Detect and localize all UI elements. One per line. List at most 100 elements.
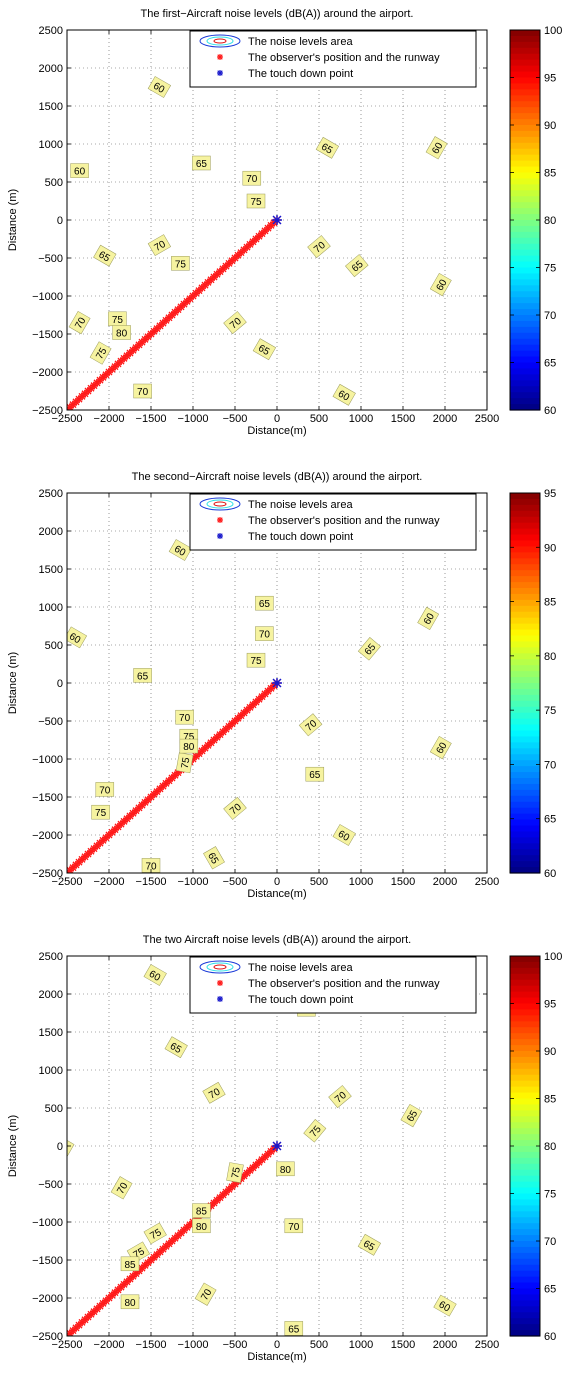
contour-label: 65 <box>133 668 152 683</box>
contour-label-text: 70 <box>73 315 88 331</box>
colorbar-swatch <box>510 831 540 838</box>
colorbar-swatch <box>510 1300 540 1307</box>
y-tick-label: 1500 <box>39 101 63 113</box>
colorbar-swatch <box>510 605 540 613</box>
colorbar-swatch <box>510 1122 540 1129</box>
colorbar-swatch <box>510 208 540 215</box>
colorbar-tick-label: 100 <box>544 25 562 37</box>
colorbar-swatch <box>510 47 540 55</box>
contour-label: 85 <box>120 1256 140 1272</box>
colorbar-swatch <box>510 1151 540 1159</box>
colorbar-swatch <box>510 730 540 738</box>
x-tick-label: 500 <box>310 1339 328 1351</box>
legend-sample-area <box>199 34 241 48</box>
contour-label-text: 60 <box>151 81 167 96</box>
colorbar-swatch <box>510 1306 540 1313</box>
contour-label: 70 <box>95 782 115 797</box>
y-tick-label: −500 <box>38 716 63 728</box>
colorbar-swatch <box>510 1258 540 1266</box>
colorbar-swatch <box>510 1128 540 1135</box>
contour-label: 80 <box>276 1161 295 1177</box>
y-tick-label: 1000 <box>39 1065 63 1077</box>
contour-label-text: 65 <box>196 159 208 170</box>
colorbar-swatch <box>510 1217 540 1224</box>
colorbar-swatch <box>510 540 540 548</box>
contour-label: 65 <box>164 1036 188 1059</box>
colorbar-swatch <box>510 825 540 833</box>
x-tick-label: 500 <box>310 876 328 888</box>
contour-label-text: 60 <box>147 969 163 984</box>
contour-label: 65 <box>192 155 211 171</box>
colorbar-swatch <box>510 83 540 90</box>
colorbar-swatch <box>510 1045 540 1052</box>
colorbar-swatch <box>510 665 540 672</box>
colorbar-swatch <box>510 59 540 67</box>
colorbar-swatch <box>510 356 540 364</box>
contour-label: 65 <box>400 1103 423 1128</box>
colorbar-swatch <box>510 855 540 862</box>
colorbar-swatch <box>510 979 540 987</box>
legend-box <box>189 956 477 1014</box>
colorbar-swatch <box>510 202 540 209</box>
colorbar-tick-label: 75 <box>544 263 556 275</box>
legend-entry: The noise levels area <box>248 36 353 48</box>
contour-label: 80 <box>120 1294 140 1310</box>
contour-label-text: 70 <box>199 1287 214 1303</box>
y-tick-label: −1500 <box>32 329 63 341</box>
contour-label: 75 <box>246 652 266 668</box>
colorbar-swatch <box>510 380 540 387</box>
y-tick-label: −2500 <box>32 868 63 880</box>
chart-svg-2: The second−Aircraft noise levels (dB(A))… <box>7 471 556 900</box>
colorbar-swatch <box>510 1056 540 1064</box>
colorbar-swatch <box>510 510 540 518</box>
contour-label-text: 85 <box>196 1207 208 1218</box>
colorbar-swatch <box>510 778 540 785</box>
contour-label-text: 70 <box>179 713 191 724</box>
x-axis-label: Distance(m) <box>247 1351 306 1363</box>
colorbar-swatch <box>510 593 540 601</box>
colorbar-swatch <box>510 1157 540 1165</box>
colorbar-swatch <box>510 1175 540 1183</box>
colorbar-swatch <box>510 967 540 975</box>
contour-label-text: 80 <box>183 742 195 753</box>
contour-label-text: 75 <box>183 732 195 743</box>
contour-label: 70 <box>133 383 152 399</box>
contour-label-text: 65 <box>405 1108 420 1124</box>
colorbar-tick-label: 80 <box>544 651 556 663</box>
legend-entry: The touch down point <box>248 994 353 1006</box>
colorbar-swatch <box>510 350 540 358</box>
legend-entry: The touch down point <box>248 68 353 80</box>
plot-content: 60 60 60 60 60 65 65 65 65 65 70 70 70 70 70 70 75 75 75 75… <box>67 30 487 410</box>
colorbar-swatch <box>510 742 540 749</box>
colorbar-swatch <box>510 315 540 322</box>
contour-label: 65 <box>315 136 340 159</box>
colorbar-swatch <box>510 368 540 375</box>
colorbar-swatch <box>510 1252 540 1260</box>
colorbar-tick-label: 90 <box>544 542 556 554</box>
colorbar-swatch <box>510 1187 540 1195</box>
x-tick-label: 2500 <box>475 876 499 888</box>
colorbar-swatch <box>510 623 540 631</box>
colorbar-swatch <box>510 718 540 726</box>
colorbar-tick-label: 95 <box>544 999 556 1011</box>
chart-svg-3: The two Aircraft noise levels (dB(A)) ar… <box>7 934 562 1363</box>
contour-label: 60 <box>67 626 88 649</box>
contour-label: 70 <box>202 1081 226 1104</box>
contour-label: 60 <box>70 163 89 178</box>
contour-label-text: 75 <box>112 315 124 326</box>
colorbar-swatch <box>510 196 540 203</box>
x-tick-label: 2000 <box>433 1339 457 1351</box>
contour-label: 65 <box>357 637 381 661</box>
chart-title: The second−Aircraft noise levels (dB(A))… <box>132 471 423 483</box>
colorbar-swatch <box>510 1146 540 1153</box>
contour-label: 70 <box>284 1218 304 1234</box>
legend-entry: The observer's position and the runway <box>248 52 440 64</box>
legend-entry: The observer's position and the runway <box>248 978 440 990</box>
colorbar-swatch <box>510 772 540 779</box>
y-tick-label: 2500 <box>39 951 63 963</box>
colorbar-swatch <box>510 1294 540 1301</box>
colorbar-swatch <box>510 700 540 708</box>
contour-label-text: 60 <box>437 1299 453 1314</box>
y-tick-label: 500 <box>45 1103 63 1115</box>
colorbar-swatch <box>510 1003 540 1011</box>
